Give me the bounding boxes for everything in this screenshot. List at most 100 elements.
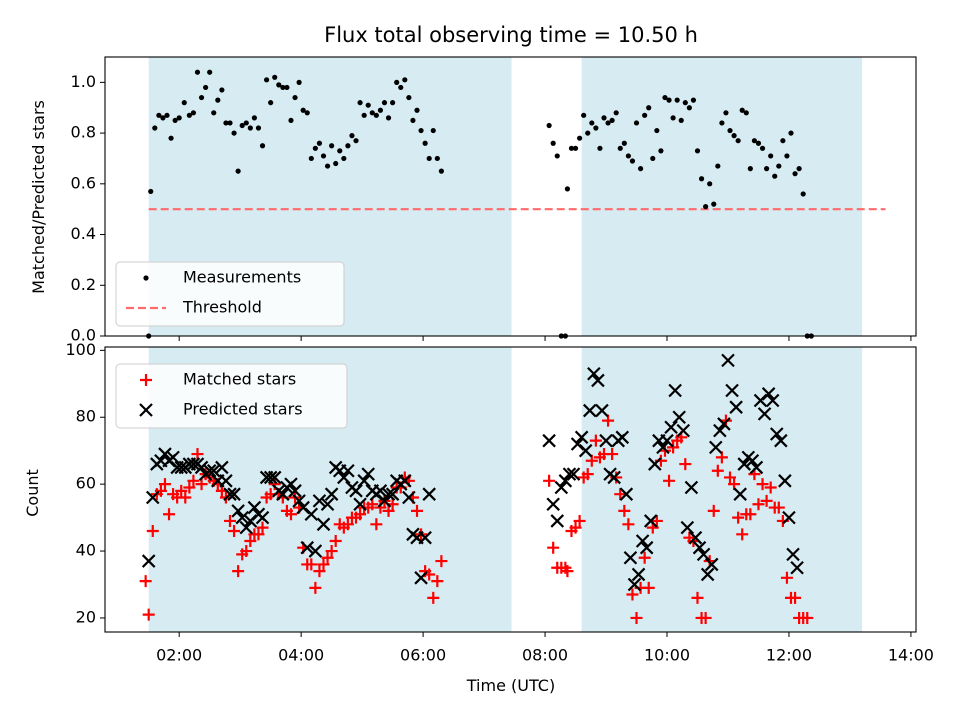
data-point: [663, 474, 676, 487]
data-point: [707, 181, 713, 187]
legend-box: [115, 363, 348, 429]
data-point: [354, 508, 367, 521]
data-point: [759, 145, 766, 151]
data-point: [231, 130, 237, 136]
data-point: [183, 481, 196, 494]
x-tick-label: 14:00: [888, 646, 934, 665]
data-point: [345, 143, 351, 149]
data-point: [676, 423, 691, 438]
data-point: [623, 550, 638, 565]
data-point: [670, 115, 676, 121]
data-point: [688, 530, 703, 545]
y-tick-label: 0.4: [71, 224, 96, 243]
data-point: [251, 115, 257, 121]
data-point: [692, 540, 707, 555]
data-point: [667, 441, 680, 454]
data-point: [361, 467, 375, 481]
data-point: [321, 551, 334, 564]
data-point: [353, 497, 367, 511]
data-point: [175, 484, 188, 497]
data-point: [789, 591, 802, 604]
x-tick-label: 06:00: [400, 646, 446, 665]
data-point: [638, 551, 651, 564]
data-point: [744, 508, 757, 521]
data-point: [700, 567, 715, 582]
data-point: [729, 400, 743, 414]
data-point: [426, 155, 432, 162]
data-point: [431, 575, 444, 588]
data-point: [190, 110, 197, 116]
data-point: [723, 110, 729, 116]
data-point: [366, 498, 379, 511]
y-tick-label: 0.0: [71, 326, 96, 345]
data-point: [418, 127, 424, 134]
data-point: [631, 567, 646, 582]
data-point: [194, 460, 209, 475]
data-point: [382, 504, 395, 517]
data-point: [719, 120, 725, 126]
y-tick-label: 0.6: [71, 173, 96, 192]
data-point: [288, 117, 294, 124]
data-point: [605, 120, 611, 126]
data-point: [414, 571, 428, 585]
data-point: [402, 77, 408, 83]
data-point: [255, 125, 262, 131]
data-point: [648, 457, 662, 471]
x-tick-label: 02:00: [156, 646, 202, 665]
legend-label: Measurements: [183, 268, 301, 287]
data-point: [223, 487, 237, 501]
data-point: [313, 565, 326, 578]
x-tick-label: 10:00: [644, 646, 690, 665]
data-point: [615, 430, 630, 445]
data-point: [614, 488, 627, 501]
data-point: [276, 487, 290, 501]
data-point: [733, 487, 747, 501]
data-point: [304, 110, 310, 116]
data-point: [284, 84, 290, 91]
data-point: [686, 105, 692, 111]
x-tick-label: 04:00: [278, 646, 324, 665]
data-point: [717, 417, 731, 431]
x-tick-label: 08:00: [522, 646, 568, 665]
data-point: [156, 112, 162, 118]
data-point: [564, 186, 571, 192]
data-point: [176, 115, 182, 121]
data-point: [206, 463, 221, 478]
data-point: [751, 138, 758, 144]
data-point: [235, 168, 241, 174]
data-point: [801, 611, 814, 624]
data-point: [316, 140, 323, 146]
legend-marker: [143, 275, 149, 281]
data-point: [357, 474, 371, 488]
data-point: [643, 514, 658, 528]
data-point: [619, 487, 634, 501]
data-point: [219, 474, 233, 488]
data-point: [276, 82, 282, 88]
data-point: [268, 100, 274, 106]
data-point: [550, 514, 565, 528]
data-point: [244, 535, 257, 548]
y-tick-label: 40: [76, 541, 96, 560]
data-point: [187, 474, 200, 487]
data-point: [542, 433, 556, 448]
data-point: [381, 100, 388, 106]
data-point: [414, 107, 420, 113]
data-point: [410, 117, 416, 124]
data-point: [292, 494, 306, 508]
data-point: [172, 117, 178, 124]
data-point: [737, 457, 752, 471]
legend-label: Matched stars: [183, 370, 296, 389]
data-point: [786, 547, 800, 562]
data-point: [731, 133, 737, 139]
data-point: [398, 474, 412, 488]
data-point: [660, 433, 674, 448]
plot-frame: [104, 346, 917, 633]
data-point: [543, 474, 556, 487]
data-point: [259, 143, 266, 149]
data-point: [704, 557, 719, 572]
data-point: [550, 140, 556, 146]
data-point: [679, 458, 692, 471]
data-point: [195, 478, 208, 491]
bottom-panel: 20 40 60 80 100 Matched stars Predicted stars 0…: [65, 340, 934, 665]
data-point: [381, 487, 396, 501]
